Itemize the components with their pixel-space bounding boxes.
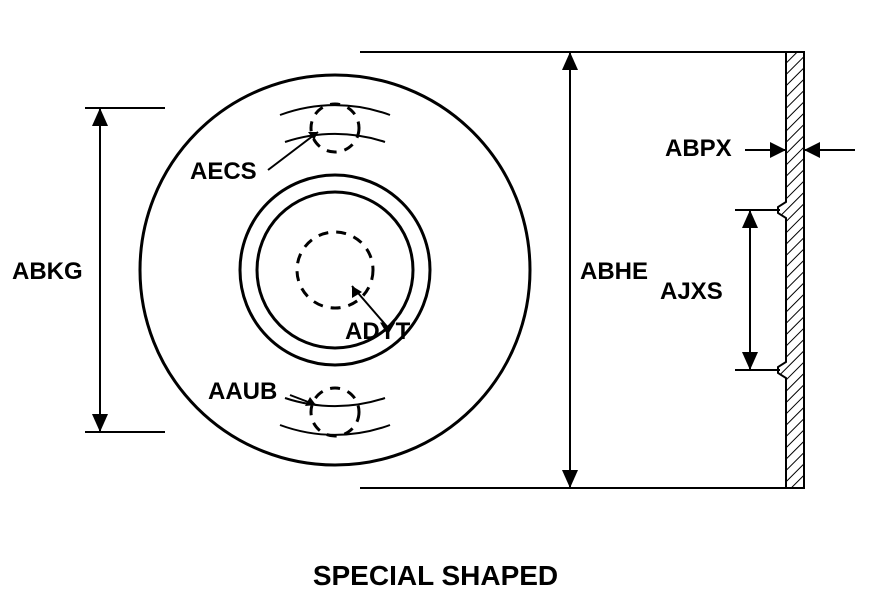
label-aecs: AECS (190, 158, 257, 186)
aecs-leader (268, 132, 318, 170)
abhe-arrow-top (562, 52, 578, 70)
technical-diagram: ABKG ABHE ABPX AJXS AECS ADYT AAUB SPECI… (0, 0, 871, 615)
bolt-hole-bottom (311, 388, 359, 436)
bolt-circle-arc-top-lower (285, 134, 385, 142)
label-abhe: ABHE (580, 258, 648, 286)
label-abpx: ABPX (665, 135, 732, 163)
abkg-arrow-top (92, 108, 108, 126)
side-view-section (778, 52, 804, 488)
ajxs-arrow-bottom (742, 352, 758, 370)
bolt-circle-arc-bottom-lower (280, 425, 390, 435)
abhe-arrow-bottom (562, 470, 578, 488)
bolt-hole-top (311, 104, 359, 152)
label-adyt: ADYT (345, 318, 410, 346)
label-abkg: ABKG (12, 258, 83, 286)
abkg-arrow-bottom (92, 414, 108, 432)
abpx-arrow-left (770, 142, 786, 158)
label-aaub: AAUB (208, 378, 277, 406)
label-ajxs: AJXS (660, 278, 723, 306)
bolt-circle-arc-top-upper (280, 105, 390, 115)
abpx-arrow-right (804, 142, 820, 158)
diagram-svg (0, 0, 871, 615)
ajxs-arrow-top (742, 210, 758, 228)
diagram-title: SPECIAL SHAPED (0, 560, 871, 592)
